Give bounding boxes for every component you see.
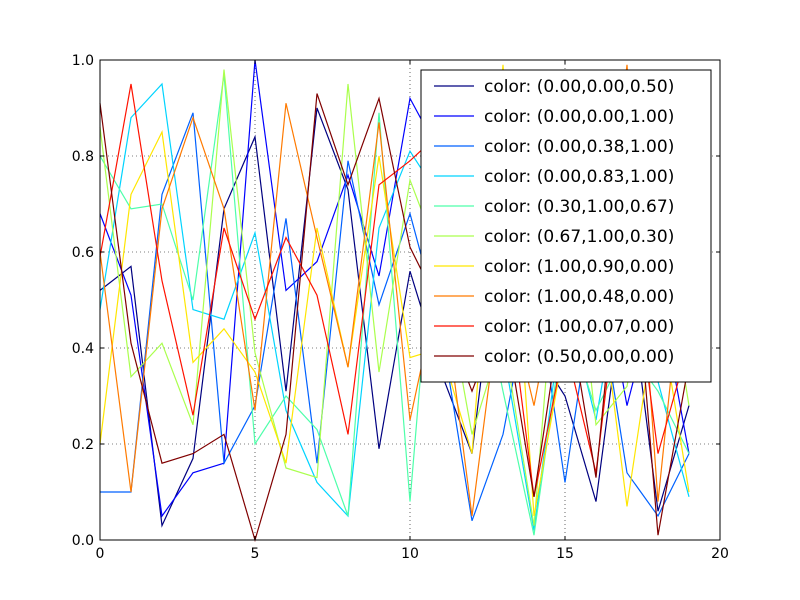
series-line-9 <box>99 93 690 543</box>
legend-label-6: color: (1.00,0.90,0.00) <box>484 257 674 277</box>
legend-label-1: color: (0.00,0.00,1.00) <box>484 107 674 127</box>
legend-box <box>420 69 712 383</box>
legend-label-8: color: (1.00,0.07,0.00) <box>484 317 674 337</box>
legend: color: (0.00,0.00,0.50) color: (0.00,0.00… <box>420 69 712 383</box>
legend-label-5: color: (0.67,1.00,0.30) <box>484 227 674 247</box>
y-tick-label: 0.4 <box>72 341 94 357</box>
x-tick-label: 15 <box>556 546 574 562</box>
y-tick-label: 1.0 <box>72 53 94 69</box>
series-line-0 <box>99 107 690 528</box>
series-line-4 <box>99 74 690 536</box>
legend-label-0: color: (0.00,0.00,0.50) <box>484 77 674 97</box>
legend-label-7: color: (1.00,0.48,0.00) <box>484 287 674 307</box>
y-tick-label: 0.8 <box>72 149 94 165</box>
legend-label-3: color: (0.00,0.83,1.00) <box>484 167 674 187</box>
x-tick-label: 10 <box>401 546 419 562</box>
x-tick-label: 20 <box>711 546 729 562</box>
series-line-3 <box>99 82 690 531</box>
legend-label-9: color: (0.50,0.00,0.00) <box>484 347 674 367</box>
y-tick-label: 0.2 <box>72 437 94 453</box>
y-tick-label: 0.0 <box>72 533 94 549</box>
y-tick-label: 0.6 <box>72 245 94 261</box>
axis-ticks: 0 5 10 15 20 0.0 0.2 0.4 0.6 0.8 1.0 <box>72 53 729 562</box>
legend-label-4: color: (0.30,1.00,0.67) <box>484 197 674 217</box>
x-tick-label: 5 <box>251 546 260 562</box>
x-tick-label: 0 <box>96 546 105 562</box>
legend-label-2: color: (0.00,0.38,1.00) <box>484 137 674 157</box>
